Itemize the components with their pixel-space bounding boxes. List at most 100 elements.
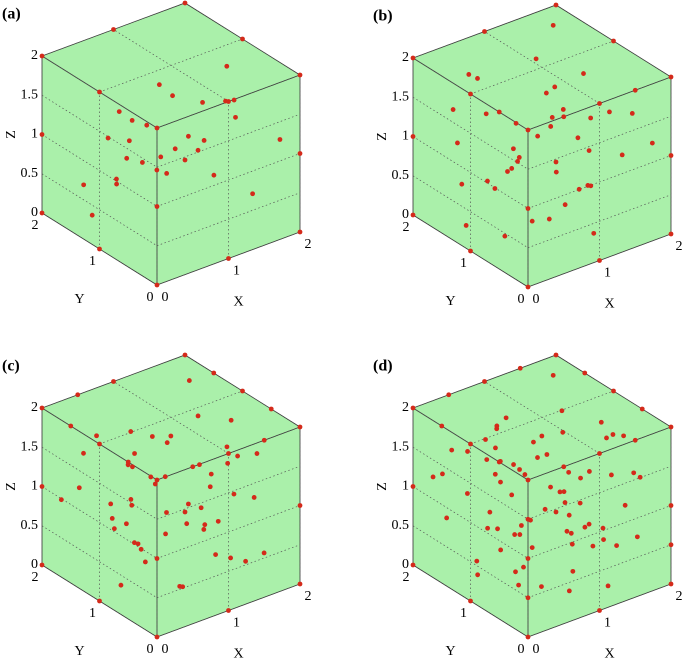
point	[517, 532, 523, 537]
point	[561, 489, 567, 495]
grid-line	[527, 544, 672, 599]
point	[591, 230, 597, 236]
point	[668, 231, 674, 237]
grid-line	[156, 153, 301, 207]
point	[207, 484, 213, 490]
point	[152, 481, 158, 487]
grid-line	[41, 94, 158, 168]
point	[297, 72, 303, 78]
point	[164, 510, 169, 515]
point	[475, 76, 480, 81]
grid-line	[156, 465, 301, 520]
point	[125, 462, 131, 468]
point	[228, 555, 234, 561]
point	[552, 84, 558, 90]
point	[410, 405, 416, 411]
y-tick-label: 0	[518, 642, 525, 657]
point	[211, 370, 217, 376]
point	[559, 408, 565, 414]
point	[543, 90, 549, 96]
point	[154, 125, 160, 131]
point	[468, 598, 473, 604]
point	[629, 111, 635, 116]
point	[144, 122, 150, 128]
point	[503, 415, 509, 421]
y-axis-label: Y	[445, 644, 455, 659]
point	[39, 405, 45, 411]
grid-line	[113, 381, 229, 454]
point	[611, 38, 616, 44]
z-axis-label: Z	[375, 132, 390, 141]
point	[114, 181, 119, 187]
point	[94, 433, 99, 439]
point	[493, 445, 498, 451]
point	[39, 562, 45, 568]
point	[154, 204, 160, 209]
point	[154, 634, 160, 640]
z-tick-label: 1	[31, 127, 38, 142]
point	[553, 509, 559, 515]
point	[430, 474, 436, 480]
z-axis-label: Z	[4, 482, 19, 491]
cube-face	[41, 354, 301, 638]
grid-line	[470, 390, 614, 445]
point	[468, 441, 473, 447]
point	[632, 87, 638, 93]
point	[277, 137, 283, 142]
point	[211, 172, 217, 178]
point	[639, 406, 645, 412]
point	[410, 55, 416, 61]
point	[148, 474, 154, 480]
point	[215, 518, 221, 524]
point	[597, 258, 602, 263]
x-tick-label: 2	[305, 589, 312, 604]
y-tick-label: 0	[147, 642, 154, 657]
z-tick-label: 0.5	[392, 168, 410, 183]
point	[224, 444, 230, 450]
grid-line	[527, 115, 672, 170]
point	[535, 455, 540, 460]
point	[549, 115, 555, 120]
panel-title: (a)	[2, 6, 21, 23]
grid-line	[156, 505, 301, 559]
point	[498, 479, 503, 485]
grid-line	[412, 57, 529, 131]
point	[111, 379, 116, 384]
point	[200, 100, 205, 105]
point	[126, 138, 132, 144]
point	[109, 516, 115, 521]
point	[553, 169, 559, 175]
point	[410, 212, 416, 218]
point	[561, 464, 567, 470]
point	[124, 521, 129, 527]
point	[550, 22, 556, 28]
y-tick-label: 2	[403, 570, 410, 585]
grid-line	[555, 4, 672, 78]
point	[535, 133, 541, 139]
point	[525, 595, 531, 601]
point	[668, 503, 674, 508]
point	[496, 109, 502, 115]
point	[195, 147, 201, 153]
point	[108, 501, 114, 507]
x-tick-label: 0	[162, 642, 169, 657]
z-tick-label: 0.5	[392, 518, 410, 533]
y-axis-label: Y	[445, 294, 455, 309]
point	[186, 133, 191, 139]
point	[482, 379, 487, 384]
point	[466, 72, 472, 77]
point	[97, 89, 102, 95]
grid-line	[470, 40, 614, 95]
point	[610, 432, 616, 437]
grid-line	[484, 381, 600, 454]
x-tick-label: 1	[604, 266, 611, 281]
point	[118, 582, 124, 588]
point	[297, 229, 303, 235]
point	[297, 151, 303, 156]
point	[446, 392, 452, 398]
x-axis-label: X	[233, 295, 243, 310]
point	[195, 413, 201, 419]
point	[492, 471, 498, 477]
